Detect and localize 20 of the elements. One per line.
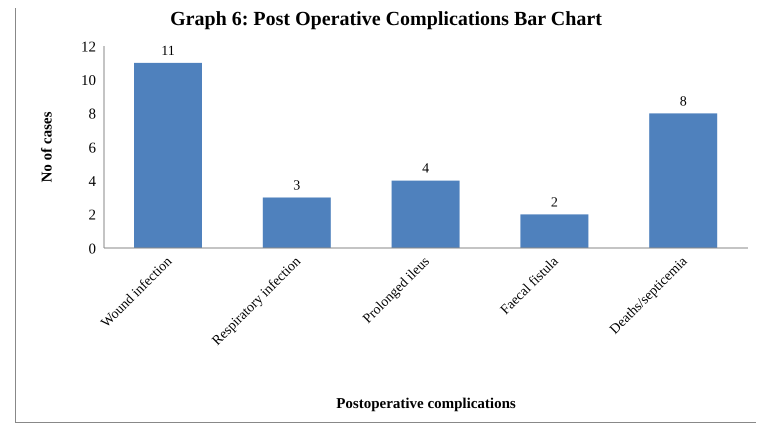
data-label: 4 — [422, 162, 430, 177]
y-tick-label: 2 — [88, 208, 96, 224]
y-tick-label: 10 — [81, 72, 96, 89]
bar — [392, 180, 460, 248]
data-label: 3 — [293, 178, 300, 194]
data-label: 11 — [161, 44, 175, 59]
data-label: 8 — [680, 94, 687, 110]
data-label: 2 — [550, 195, 558, 210]
y-tick-label: 12 — [81, 39, 96, 56]
y-axis-title: No of cases — [39, 111, 56, 182]
y-tick-label: 8 — [88, 106, 96, 123]
x-axis-title: Postoperative complications — [336, 396, 516, 412]
y-tick-label: 4 — [88, 174, 96, 190]
y-tick-label: 6 — [88, 140, 96, 156]
bar — [520, 214, 588, 248]
chart-title: Graph 6: Post Operative Complications Bar Chart — [169, 8, 603, 31]
bar — [134, 62, 202, 248]
y-tick-label: 0 — [88, 241, 96, 258]
bar — [262, 198, 331, 248]
bar — [649, 113, 718, 248]
